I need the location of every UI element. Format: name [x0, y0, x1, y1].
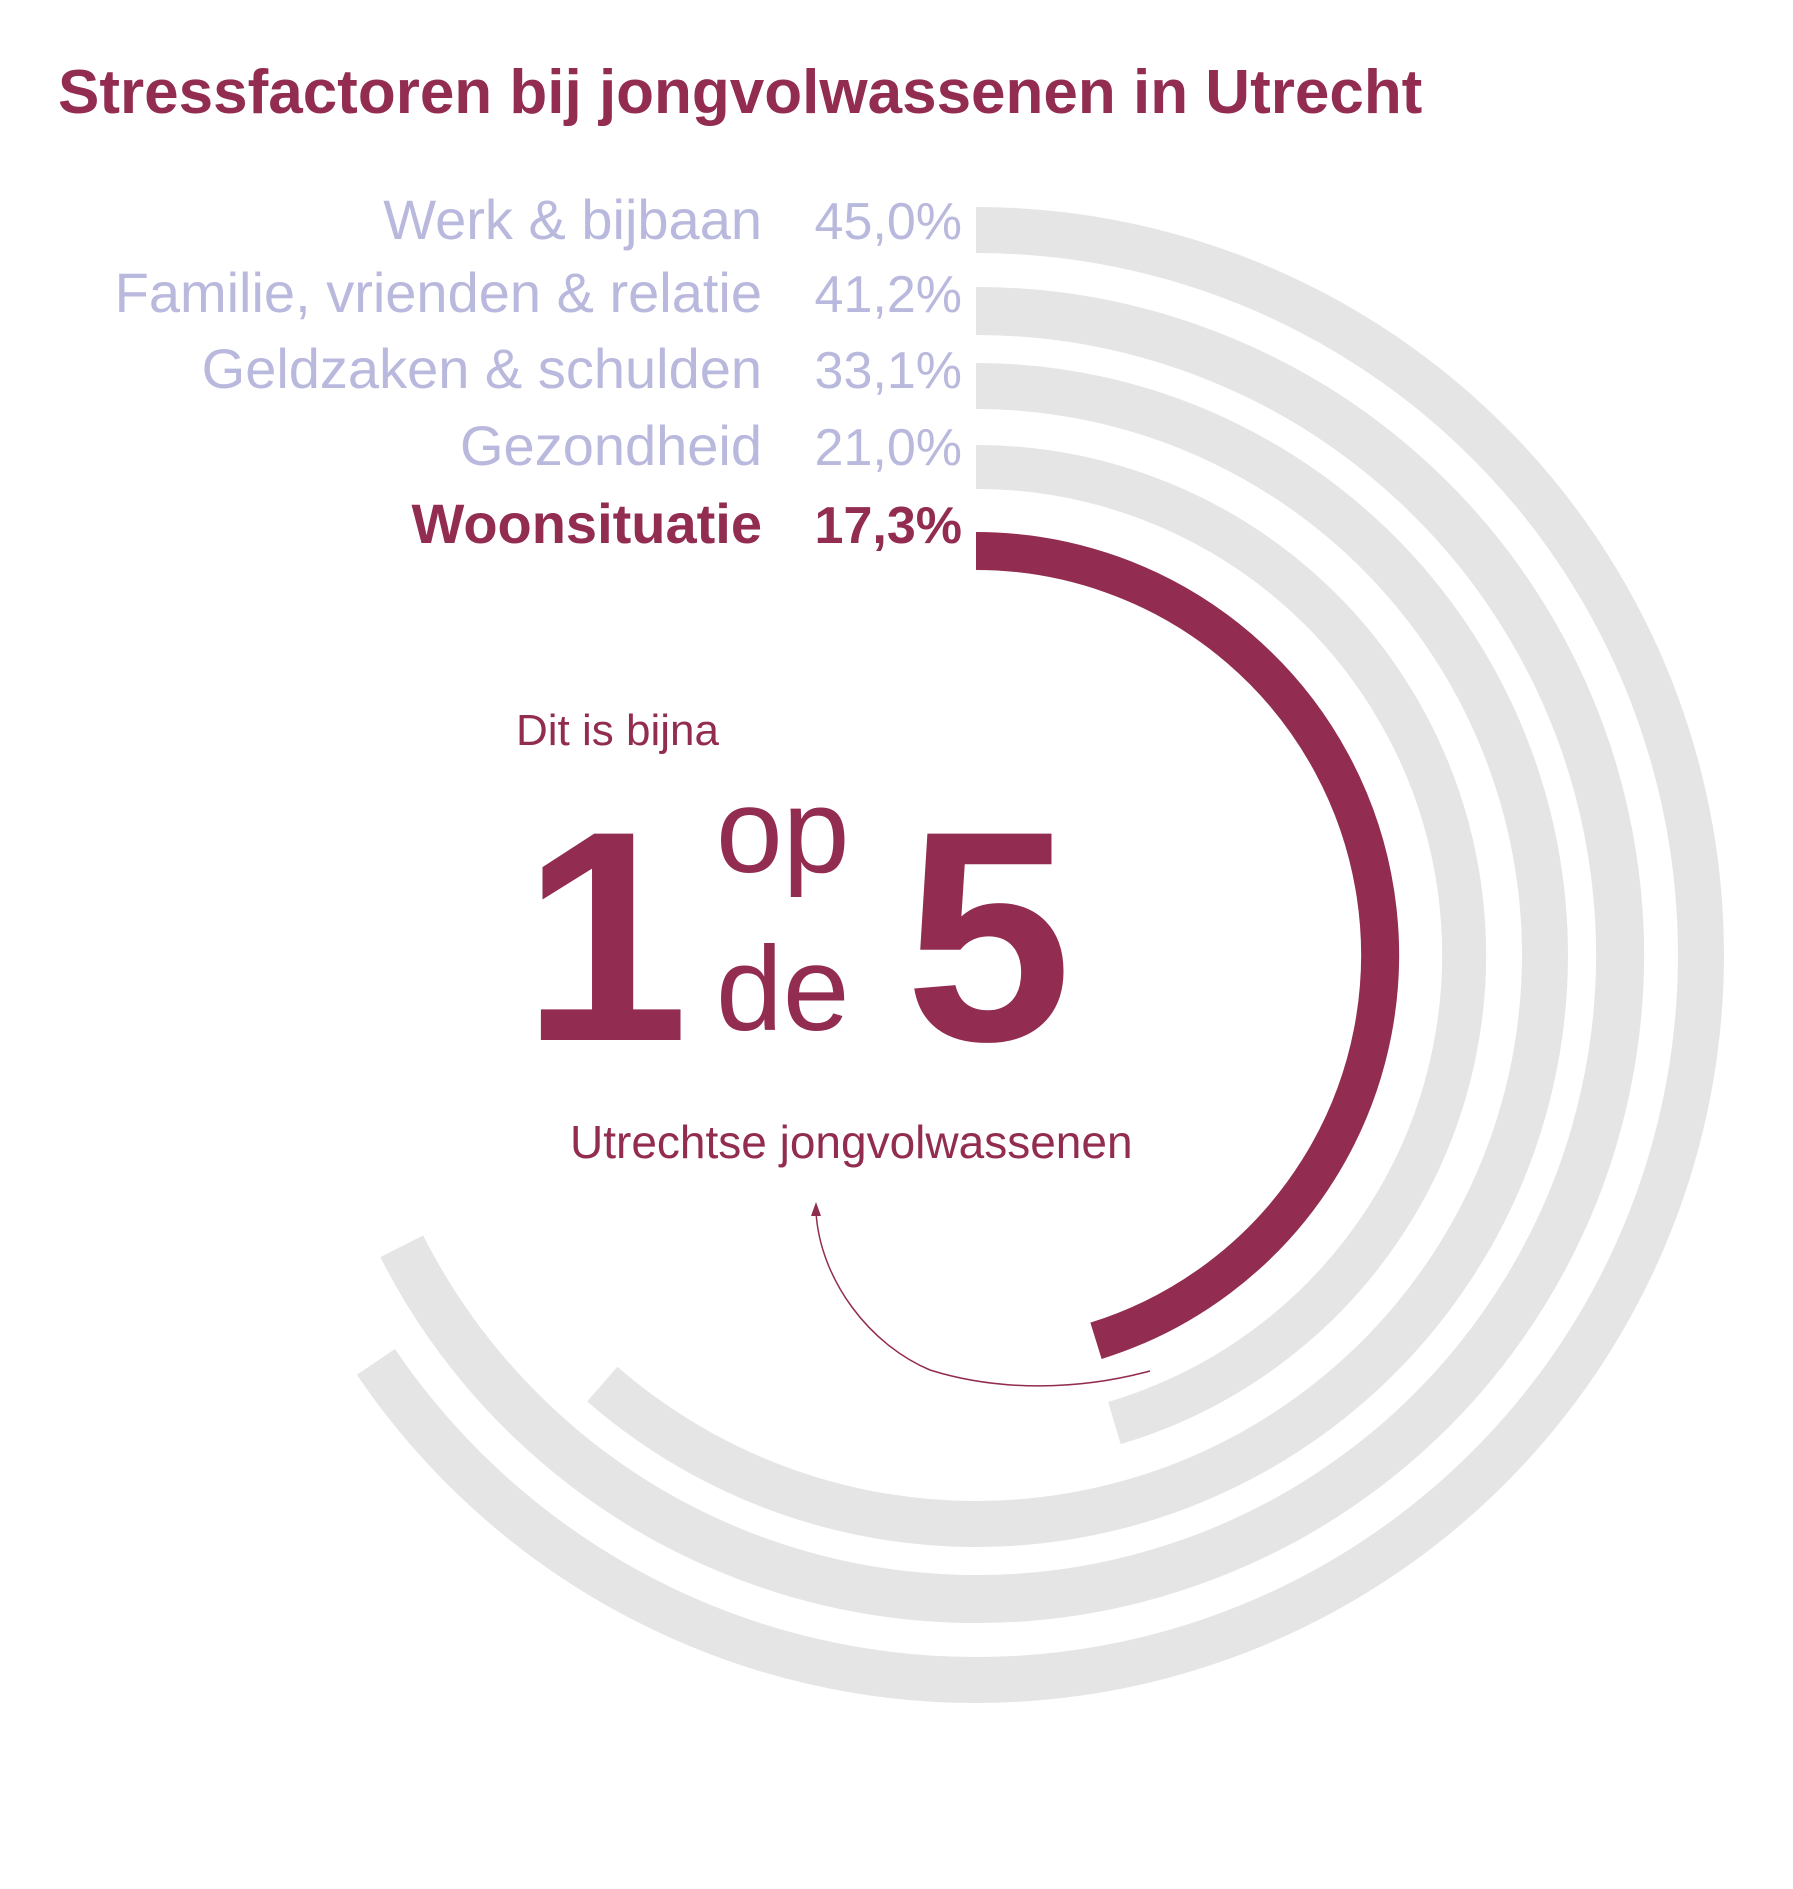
callout-de: de: [716, 922, 849, 1056]
arc-bar-2: [587, 363, 1568, 1547]
arc-group: [356, 207, 1724, 1703]
callout-arrow: [815, 1211, 1151, 1387]
value-label: 21,0%: [815, 419, 962, 477]
callout-subject: Utrechtse jongvolwassenen: [570, 1116, 1133, 1168]
chart-title: Stressfactoren bij jongvolwassenen in Ut…: [58, 58, 1422, 127]
category-label: Familie, vrienden & relatie: [115, 261, 762, 324]
category-label: Geldzaken & schulden: [202, 337, 762, 400]
callout-big-five: 5: [905, 768, 1072, 1104]
callout-intro: Dit is bijna: [516, 706, 719, 755]
category-label: Werk & bijbaan: [383, 188, 762, 251]
value-label: 33,1%: [815, 342, 962, 400]
category-label: Gezondheid: [460, 414, 762, 477]
value-label: 17,3%: [815, 497, 962, 555]
arrow-head-icon: [811, 1202, 821, 1216]
arc-bar-1: [380, 287, 1645, 1623]
callout-op: op: [716, 764, 849, 898]
label-group: Werk & bijbaan 45,0% Familie, vrienden & r…: [115, 188, 962, 555]
arc-bar-3: [975, 445, 1487, 1445]
value-label: 41,2%: [815, 266, 962, 324]
arc-bar-0: [356, 207, 1724, 1703]
arc-bar-4: [975, 532, 1400, 1359]
category-label: Woonsituatie: [411, 492, 762, 555]
callout-big-one: 1: [522, 768, 689, 1104]
value-label: 45,0%: [815, 193, 962, 251]
